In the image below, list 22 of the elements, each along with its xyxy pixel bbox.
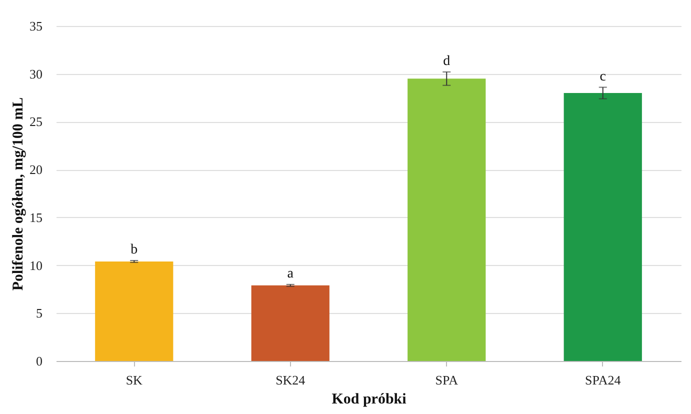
x-tick-label: SPA [435,372,459,388]
bar [95,261,174,361]
y-tick-label: 25 [30,114,42,130]
y-tick-label: 20 [30,162,42,178]
annotation: c [600,69,606,84]
bar [564,93,642,361]
y-tick-label: 35 [30,18,42,34]
y-tick-label: 15 [30,210,42,225]
bar [251,285,330,361]
x-tick-label: SPA24 [585,372,622,388]
x-tick-label: SK [126,372,144,388]
y-tick-label: 30 [30,66,42,82]
x-tick-label: SK24 [276,372,306,388]
y-axis-title: Polifenole ogółem, mg/100 mL [10,97,26,291]
y-tick-label: 0 [36,354,42,368]
bar [408,78,486,361]
annotation: a [287,266,294,282]
annotation: d [443,54,450,69]
x-axis-title: Kod próbki [332,392,406,408]
annotation: b [130,242,138,258]
y-tick-label: 10 [30,258,42,273]
y-tick-label: 5 [36,306,42,321]
